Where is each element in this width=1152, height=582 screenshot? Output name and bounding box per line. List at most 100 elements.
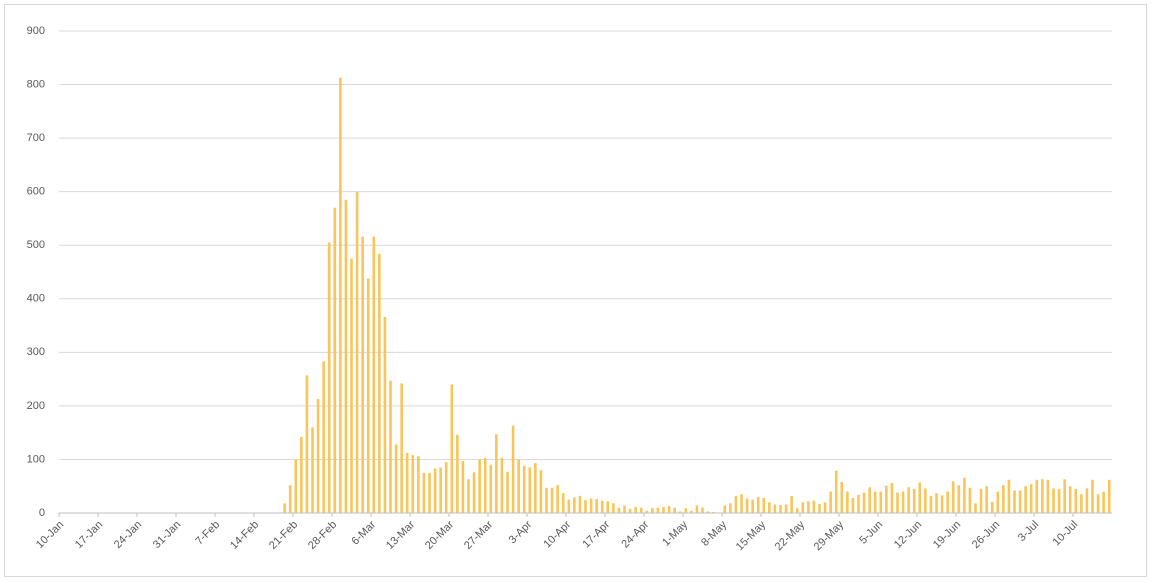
y-tick-label: 300	[27, 346, 45, 358]
bar	[1107, 479, 1111, 513]
bar	[695, 505, 699, 513]
bar	[1091, 479, 1094, 513]
bar	[511, 425, 515, 513]
bar	[350, 258, 353, 513]
bar	[355, 191, 359, 513]
bar	[305, 375, 309, 513]
bar	[834, 470, 838, 513]
bar	[768, 502, 771, 513]
bar	[712, 511, 715, 513]
bar	[1063, 479, 1066, 513]
bar	[812, 500, 816, 513]
bar	[1029, 484, 1033, 513]
bar	[550, 487, 554, 513]
y-tick-label: 600	[27, 186, 45, 198]
bar	[801, 502, 805, 513]
bar	[322, 361, 325, 513]
bar	[706, 511, 710, 513]
bar	[383, 316, 387, 513]
bar	[823, 502, 827, 513]
bar	[288, 485, 292, 513]
bar	[862, 492, 866, 513]
bar	[378, 253, 381, 513]
bar	[901, 491, 905, 513]
bar	[673, 507, 676, 513]
bar	[946, 491, 949, 513]
bar	[450, 384, 454, 513]
bar	[873, 491, 877, 513]
bar	[545, 487, 548, 513]
bar	[857, 494, 860, 513]
bar	[896, 492, 899, 513]
bar	[963, 477, 966, 513]
bar	[951, 481, 955, 513]
bar	[1013, 490, 1016, 513]
bar	[879, 491, 883, 513]
bar	[968, 487, 972, 513]
bar	[734, 495, 738, 513]
bar	[1041, 479, 1044, 513]
bar	[444, 462, 448, 513]
bar	[389, 380, 392, 513]
bar	[478, 459, 481, 513]
bar	[684, 508, 688, 513]
bar	[595, 499, 598, 513]
bar	[990, 501, 994, 513]
bar	[528, 467, 532, 513]
bar	[283, 503, 286, 513]
bar	[940, 495, 944, 513]
bar	[1096, 494, 1100, 513]
bar	[561, 493, 565, 513]
y-tick-label: 900	[27, 25, 45, 37]
bar	[918, 482, 922, 513]
bar	[539, 470, 543, 513]
y-tick-label: 100	[27, 453, 45, 465]
bar	[1024, 486, 1027, 513]
bar	[929, 495, 933, 513]
y-tick-label: 200	[27, 400, 45, 412]
bar	[634, 507, 637, 513]
bar	[606, 501, 610, 513]
bar	[924, 488, 927, 513]
bar	[912, 488, 916, 513]
bar	[762, 498, 766, 513]
bar	[751, 499, 754, 513]
bar	[417, 456, 420, 513]
bar	[985, 486, 988, 513]
bar	[935, 493, 938, 513]
bar	[567, 499, 571, 513]
bar	[405, 453, 409, 513]
bar	[578, 495, 582, 513]
bar	[361, 236, 364, 514]
bar	[394, 444, 398, 513]
bar	[868, 487, 871, 513]
bar	[628, 508, 632, 513]
bar	[773, 504, 777, 513]
bar	[829, 491, 832, 513]
bar	[756, 496, 760, 513]
bar	[745, 498, 749, 513]
bar	[690, 510, 693, 513]
bar	[807, 501, 810, 513]
bar	[411, 455, 415, 513]
bar	[818, 503, 821, 513]
bar	[790, 495, 793, 513]
chart-frame	[4, 4, 1147, 577]
bar	[678, 511, 682, 513]
bar	[327, 242, 331, 514]
bar	[840, 481, 844, 513]
bar	[1046, 479, 1050, 513]
bar	[1018, 490, 1022, 513]
bar	[506, 471, 509, 513]
bar	[1057, 488, 1061, 513]
bar	[339, 77, 342, 514]
bar	[612, 503, 615, 513]
bar	[428, 472, 431, 513]
bar	[656, 507, 660, 513]
bar	[729, 503, 732, 513]
bar	[907, 487, 910, 513]
bar	[1068, 486, 1072, 513]
bar	[974, 503, 977, 513]
bar	[556, 485, 559, 513]
